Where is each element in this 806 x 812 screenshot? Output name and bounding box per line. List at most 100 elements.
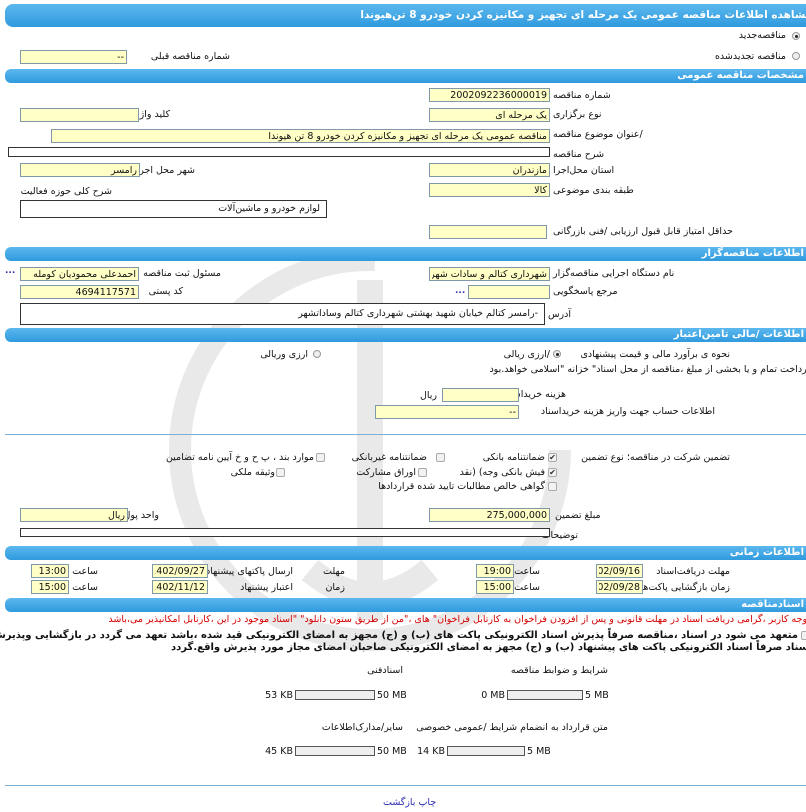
city-label: شهر محل اجرا	[136, 165, 195, 176]
account-label: اطلاعات حساب جهت واریز هزینه خریداسناد	[540, 406, 715, 417]
checkbox-bank-guarantee[interactable]: ✔	[548, 453, 557, 462]
checkbox-nonbank-guarantee[interactable]	[436, 453, 445, 462]
file-contract-progress	[447, 746, 525, 756]
address-label: آدرس	[547, 309, 571, 320]
keyword-label: کلید واژه	[134, 109, 170, 120]
commitment-line-2: اسناد صرفاً اسناد الکترونیکی پاکت های پی…	[171, 642, 806, 653]
file-terms-size: 0 MB	[481, 690, 505, 701]
validity-date[interactable]	[152, 580, 208, 594]
file-contract-max: 5 MB	[527, 746, 551, 757]
doc-fee-field[interactable]	[442, 388, 519, 402]
file-technical-progress	[295, 690, 375, 700]
account-field[interactable]	[375, 405, 519, 419]
notes-field[interactable]	[20, 528, 550, 537]
submit-label-b: ارسال پاکتهای پیشنهاد	[205, 566, 293, 577]
activity-box: لوازم خودرو و ماشین‌آلات	[20, 200, 327, 218]
doc-deadline-label: مهلت دریافت‌اسناد	[656, 566, 730, 577]
cash-receipt-label: فیش بانکی وجه) (نقد	[459, 467, 545, 478]
file-terms-max: 5 MB	[585, 690, 609, 701]
opening-time-label: ساعت	[514, 582, 540, 593]
holding-type-field[interactable]	[429, 108, 550, 122]
min-score-field[interactable]	[429, 225, 547, 239]
file-other-size: 45 KB	[265, 746, 293, 757]
city-field[interactable]	[20, 163, 140, 177]
submit-time[interactable]	[31, 564, 69, 578]
radio-fx-rial[interactable]	[313, 350, 321, 358]
validity-time[interactable]	[31, 580, 69, 594]
back-link[interactable]: بازگشت	[383, 797, 416, 808]
section-general-header: مشخصات مناقصه عمومی	[5, 69, 806, 83]
previous-number-field[interactable]	[20, 50, 127, 64]
bonds-label: اوراق مشارکت	[356, 467, 416, 478]
guarantee-label: تضمین شرکت در مناقصه؛ نوع تضمین	[581, 452, 730, 463]
file-other-progress	[295, 746, 375, 756]
radio-renewed-tender[interactable]	[792, 52, 800, 60]
file-technical-max: 50 MB	[377, 690, 407, 701]
description-field[interactable]	[8, 147, 550, 157]
section-documents-header: اسنادمناقصه	[5, 598, 806, 612]
bank-guarantee-label: ضمانتنامه بانکی	[482, 452, 545, 463]
checkbox-regulation-items[interactable]	[316, 453, 325, 462]
checkbox-commitment[interactable]	[801, 631, 806, 640]
submit-date[interactable]	[152, 564, 208, 578]
reference-more-button[interactable]: ...	[455, 286, 466, 296]
checkbox-receivables-certificate[interactable]	[548, 482, 557, 491]
currency-field[interactable]	[20, 508, 128, 522]
file-other-max: 50 MB	[377, 746, 407, 757]
address-box: -رامسر کتالم خیابان شهید بهشتی شهرداری ک…	[20, 303, 545, 325]
category-field[interactable]	[429, 183, 550, 197]
organization-field[interactable]	[429, 267, 550, 281]
opening-date[interactable]	[596, 580, 643, 594]
subject-field[interactable]	[51, 129, 550, 143]
postal-code-label: کد پستی	[148, 286, 183, 297]
file-terms-label: شرایط و ضوابط مناقصه	[510, 665, 608, 676]
print-link[interactable]: چاپ	[418, 797, 437, 808]
file-contract-size: 14 KB	[417, 746, 445, 757]
radio-rial[interactable]	[553, 350, 561, 358]
guarantee-amount-label: مبلغ تضمین	[555, 510, 601, 521]
opening-time[interactable]	[476, 580, 514, 594]
nonbank-guarantee-label: ضمانتنامه غیربانکی	[351, 452, 427, 463]
page-title: مشاهده اطلاعات مناقصه عمومی یک مرحله ای …	[5, 4, 806, 27]
doc-deadline-date[interactable]	[596, 564, 643, 578]
download-warning: توجه کاربر ،گرامی دریافت اسناد در مهلت ق…	[108, 614, 806, 625]
file-contract-label: متن قرارداد به انضمام شرایط /عمومی خصوصی	[416, 722, 608, 733]
renewed-tender-label: مناقصه تجدیدشده	[714, 51, 786, 62]
file-terms-progress	[507, 690, 583, 700]
section-finance-header: اطلاعات /مالی تامین‌اعتبار	[5, 328, 806, 342]
section-organizer-header: اطلاعات مناقصه‌گزار	[5, 247, 806, 261]
checkbox-property-collateral[interactable]	[276, 468, 285, 477]
holding-type-label: نوع برگزاری	[553, 109, 602, 120]
reference-field[interactable]	[468, 285, 550, 299]
activity-label: شرح کلی حوزه فعالیت	[20, 186, 112, 197]
checkbox-bonds[interactable]	[418, 468, 427, 477]
doc-fee-label: هزینه خریداسناد	[502, 389, 566, 400]
officer-field[interactable]	[20, 267, 139, 281]
doc-fee-unit: ریال	[419, 390, 437, 401]
commitment-line-1: متعهد می شود در اسناد ،مناقصه صرفاً پذیر…	[0, 630, 798, 641]
radio-new-tender[interactable]	[792, 32, 800, 40]
description-label: شرح مناقصه	[553, 149, 605, 160]
submit-time-label: ساعت	[72, 566, 98, 577]
guarantee-amount-field[interactable]	[429, 508, 550, 522]
receivables-certificate-label: گواهی خالص مطالبات تایید شده قراردادها	[378, 481, 545, 492]
file-other-label: سایر/مدارک‌اطلاعات	[321, 722, 403, 733]
tender-number-field[interactable]	[429, 88, 550, 102]
postal-code-field[interactable]	[20, 285, 139, 299]
doc-deadline-time[interactable]	[476, 564, 514, 578]
province-label: استان محل‌اجرا	[553, 165, 615, 176]
officer-more-button[interactable]: ...	[5, 266, 16, 276]
subject-label: /عنوان موضوع مناقصه	[553, 129, 643, 140]
file-technical-size: 53 KB	[265, 690, 293, 701]
estimate-label: نحوه ی برآورد مالی و قیمت پیشنهادی	[580, 349, 730, 360]
previous-number-label: شماره مناقصه قبلی	[150, 51, 230, 62]
province-field[interactable]	[429, 163, 550, 177]
officer-label: مسئول ثبت مناقصه	[143, 268, 221, 279]
reference-label: مرجع پاسخگویی	[553, 286, 618, 297]
validity-label-b: اعتبار پیشنهاد	[240, 582, 293, 593]
property-collateral-label: وثیقه ملکی	[230, 467, 275, 478]
footer-divider	[5, 785, 806, 786]
file-technical-label: اسنادفنی	[367, 665, 403, 676]
checkbox-cash-receipt[interactable]: ✔	[548, 468, 557, 477]
keyword-field[interactable]	[20, 108, 139, 122]
